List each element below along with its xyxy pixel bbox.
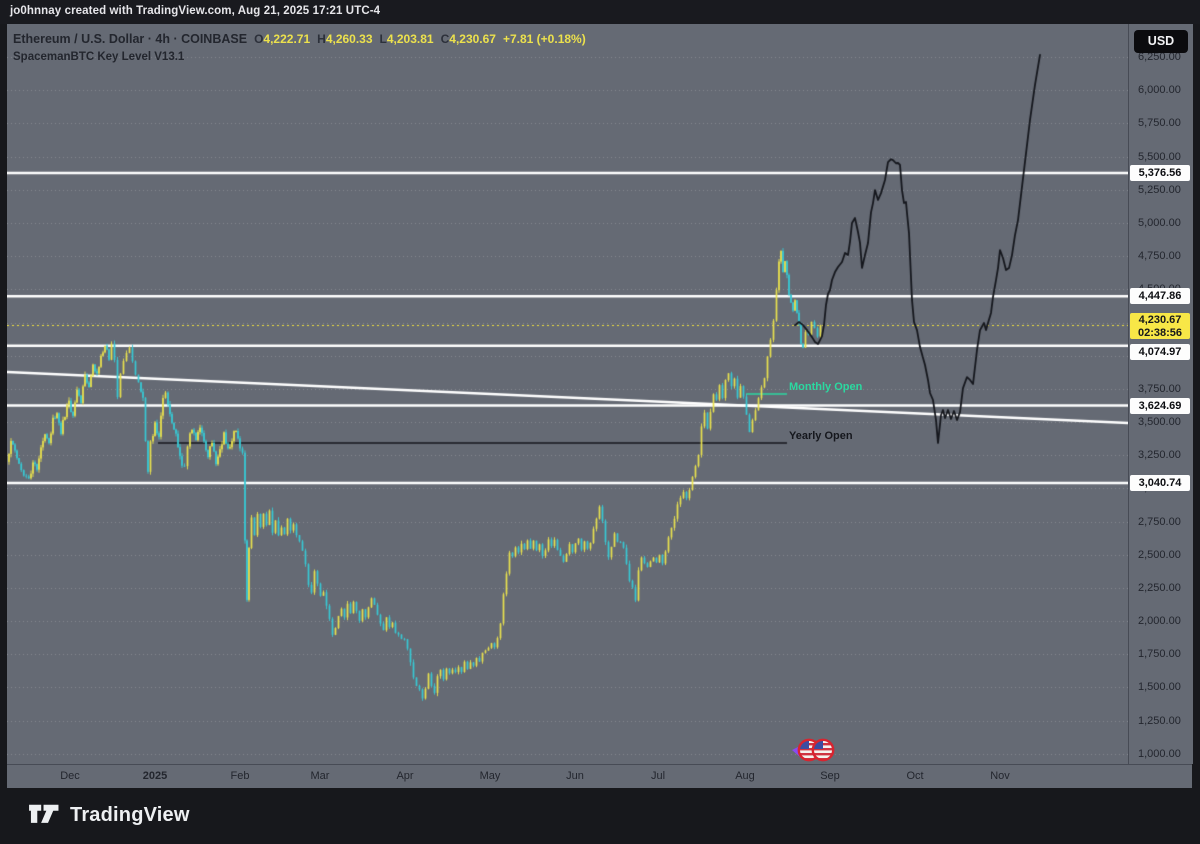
key-level-badge: 4,447.86 [1130, 288, 1190, 305]
us-flag-sticker[interactable] [788, 730, 836, 770]
y-axis-tick: 5,500.00 [1138, 150, 1181, 163]
y-axis-tick: 2,000.00 [1138, 615, 1181, 628]
x-axis-tick: Oct [906, 770, 924, 782]
ohlc-open-label: O [254, 32, 264, 46]
current-price-badge: 4,230.67 02:38:56 [1130, 313, 1190, 340]
monthly-open-label: Monthly Open [789, 381, 863, 394]
y-axis-tick: 2,250.00 [1138, 581, 1181, 594]
attribution-text: jo0hnnay created with TradingView.com, A… [10, 5, 381, 17]
x-axis-tick: Dec [60, 770, 80, 782]
time-axis[interactable]: Dec 2025 Feb Mar Apr May Jun Jul Aug Sep Oct Nov [7, 764, 1192, 789]
y-axis-tick: 1,750.00 [1138, 648, 1181, 661]
currency-toggle-button[interactable]: USD [1134, 30, 1188, 53]
key-level-badge: 3,040.74 [1130, 475, 1190, 491]
ohlc-low-value: 4,203.81 [386, 32, 434, 46]
x-axis-tick: Jul [650, 770, 666, 782]
x-axis-tick: 2025 [142, 770, 168, 782]
y-axis-tick: 4,750.00 [1138, 250, 1181, 263]
x-axis-tick: Feb [230, 770, 250, 782]
y-axis-tick: 6,000.00 [1138, 84, 1181, 97]
price-axis[interactable]: 1,000.00 1,250.00 1,500.00 1,750.00 2,000.00… [1128, 24, 1193, 764]
ohlc-change-value: +7.81 (+0.18%) [502, 32, 586, 46]
chart-legend: Ethereum / U.S. Dollar · 4h · COINBASE O4… [13, 30, 586, 66]
y-axis-tick: 3,250.00 [1138, 449, 1181, 462]
y-axis-tick: 1,000.00 [1138, 747, 1181, 760]
key-level-badge: 5,376.56 [1130, 165, 1190, 181]
ohlc-open-value: 4,222.71 [263, 32, 311, 46]
bar-countdown: 02:38:56 [1137, 327, 1183, 340]
y-axis-tick: 5,000.00 [1138, 216, 1181, 229]
indicator-label[interactable]: SpacemanBTC Key Level V13.1 [13, 51, 185, 63]
ohlc-high-value: 4,260.33 [325, 32, 373, 46]
y-axis-tick: 5,250.00 [1138, 183, 1181, 196]
tradingview-logo[interactable]: TradingView [27, 801, 190, 829]
yearly-open-label: Yearly Open [789, 430, 853, 443]
x-axis-tick: Apr [396, 770, 414, 782]
us-flag-circle-right [811, 738, 835, 762]
price-chart-canvas[interactable] [7, 24, 1128, 764]
key-level-badge: 3,624.69 [1130, 397, 1190, 414]
ohlc-low-label: L [379, 32, 387, 46]
attribution-bar: jo0hnnay created with TradingView.com, A… [0, 0, 1200, 24]
y-axis-tick: 1,500.00 [1138, 681, 1181, 694]
current-price-value: 4,230.67 [1138, 314, 1182, 327]
y-axis-tick: 3,750.00 [1138, 382, 1181, 395]
y-axis-tick: 3,500.00 [1138, 416, 1181, 429]
x-axis-tick: Jun [566, 770, 584, 782]
footer-bar: TradingView [0, 788, 1200, 844]
y-axis-tick: 2,500.00 [1138, 548, 1181, 561]
key-level-badge: 4,074.97 [1130, 343, 1190, 360]
ohlc-close-value: 4,230.67 [449, 32, 496, 46]
y-axis-tick: 5,750.00 [1138, 117, 1181, 130]
tradingview-brand-text: TradingView [70, 803, 190, 826]
legend-row-symbol: Ethereum / U.S. Dollar · 4h · COINBASE O4… [13, 30, 586, 48]
x-axis-tick: May [479, 770, 501, 782]
x-axis-tick: Aug [735, 770, 755, 782]
tradingview-logo-icon [29, 804, 59, 823]
x-axis-tick: Mar [310, 770, 330, 782]
chart-window: Ethereum / U.S. Dollar · 4h · COINBASE O4… [7, 24, 1193, 789]
y-axis-tick: 1,250.00 [1138, 714, 1181, 727]
x-axis-tick: Nov [990, 770, 1010, 782]
symbol-title[interactable]: Ethereum / U.S. Dollar · 4h · COINBASE [13, 32, 248, 46]
y-axis-tick: 6,250.00 [1138, 51, 1181, 64]
y-axis-tick: 2,750.00 [1138, 515, 1181, 528]
ohlc-close-label: C [440, 32, 450, 46]
ohlc-high-label: H [317, 32, 326, 46]
x-axis-tick: Sep [820, 770, 840, 782]
